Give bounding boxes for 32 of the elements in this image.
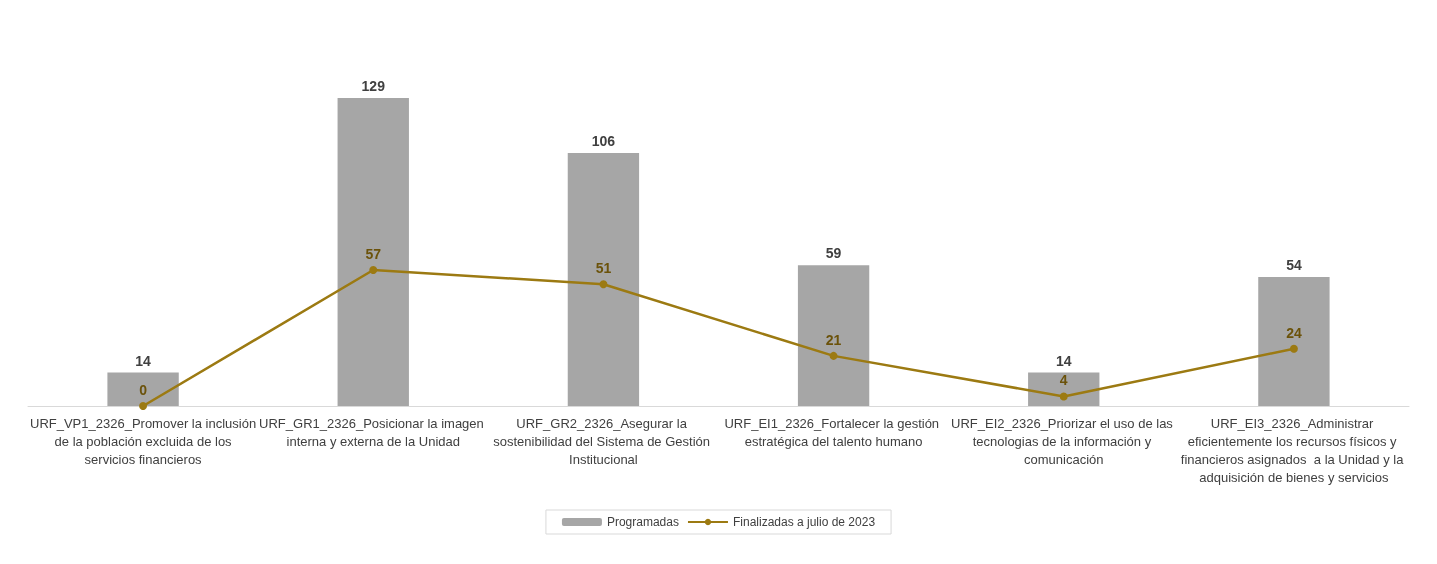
- bar: [107, 372, 179, 406]
- data-label: 51: [595, 260, 612, 277]
- legend-label: Finalizadas a julio de 2023: [732, 515, 876, 529]
- data-label: 14: [1055, 352, 1072, 369]
- x-tick-label: URF_EI1_2326_Fortalecer la gestión estratégica del talento humano: [724, 415, 943, 449]
- bar: [1028, 372, 1100, 406]
- data-label: 0: [139, 382, 148, 398]
- point: [139, 402, 148, 410]
- data-label: 21: [825, 331, 842, 348]
- bar: [337, 98, 409, 406]
- point: [369, 265, 378, 274]
- x-tick-label: URF_GR2_2326_Asegurar la sostenibilidad del Sistema de Gestión Institucional: [493, 415, 714, 467]
- data-label: 106: [591, 133, 616, 150]
- data-label: 57: [365, 245, 382, 262]
- legend-label: Programadas: [606, 515, 679, 529]
- bar: [567, 153, 640, 406]
- point: [599, 280, 608, 289]
- point: [829, 351, 838, 360]
- point: [1059, 392, 1068, 401]
- x-tick-label: URF_VP1_2326_Promover la inclusión de la población excluida de los servicios financieros: [29, 415, 257, 467]
- data-label: 59: [825, 245, 842, 262]
- bar: [1258, 277, 1330, 406]
- x-tick-label: URF_EI2_2326_Priorizar el uso de las tecnologias de la información y comunicación: [951, 415, 1177, 467]
- data-label: 129: [361, 78, 386, 95]
- x-tick-label: URF_EI3_2326_Administrar eficientemente los recursos físicos y financieros asignados a la Unidad y la adquisición de bienes y servicios: [1180, 415, 1408, 485]
- bar: [797, 265, 870, 406]
- x-tick-label: URF_GR1_2326_Posicionar la imagen interna y externa de la Unidad: [259, 415, 488, 449]
- point: [1289, 344, 1298, 353]
- data-label: 4: [1059, 372, 1068, 389]
- data-label: 24: [1286, 324, 1302, 341]
- data-label: 14: [135, 352, 152, 369]
- data-label: 54: [1286, 257, 1302, 274]
